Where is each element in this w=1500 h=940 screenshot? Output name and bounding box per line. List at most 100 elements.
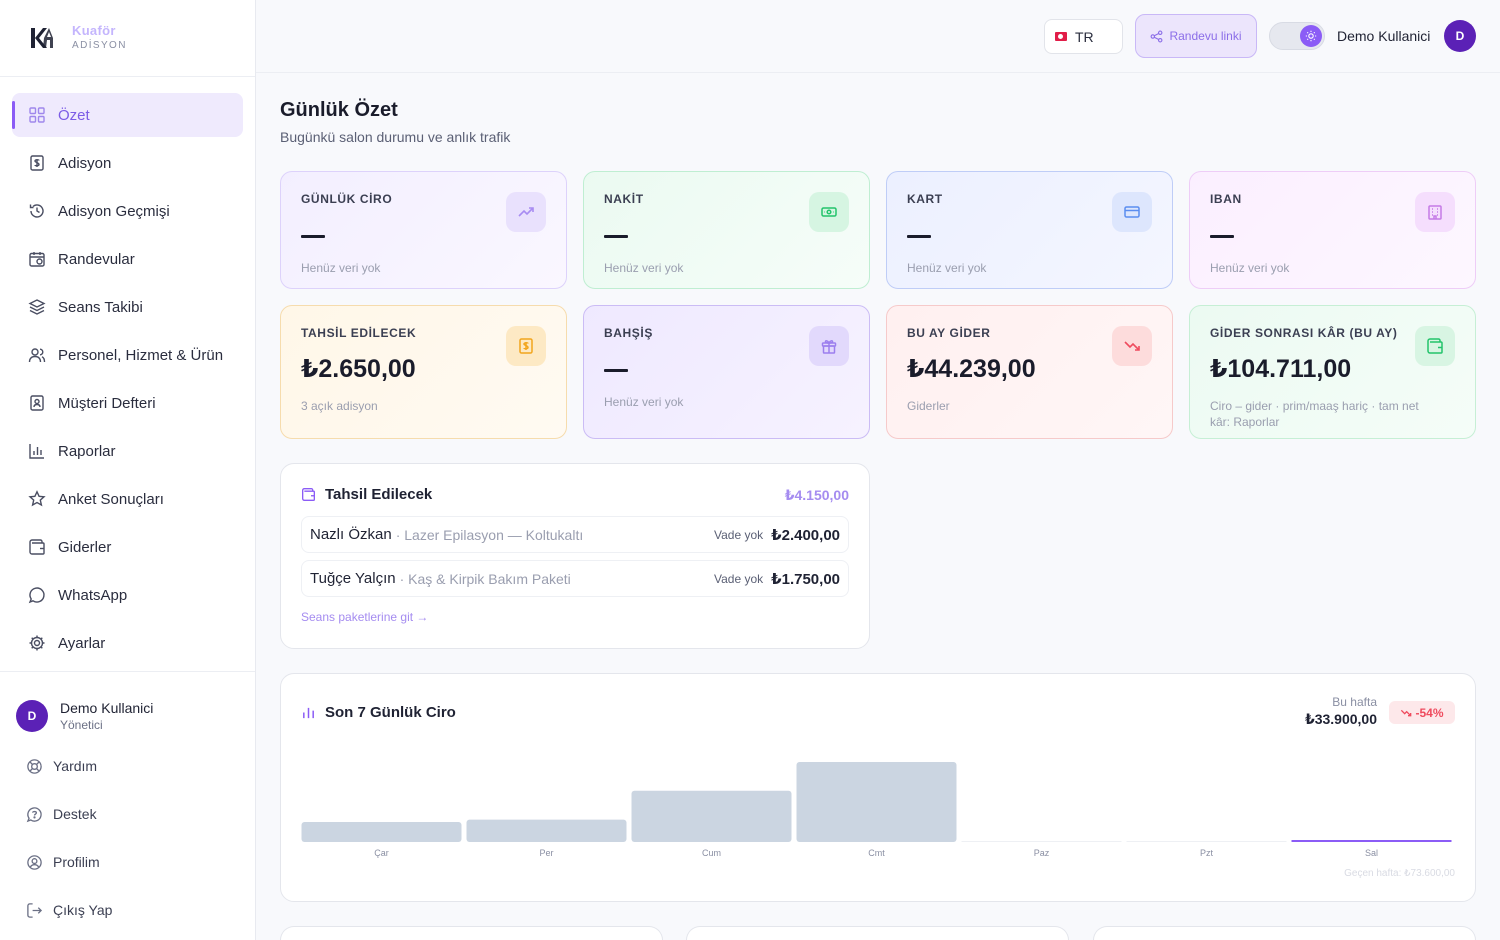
- sidebar-item-label: Raporlar: [58, 442, 116, 460]
- sidebar-item-adisyon[interactable]: Adisyon: [12, 141, 243, 185]
- sidebar-item-yardim[interactable]: Yardım: [0, 742, 255, 790]
- this-week-value: ₺33.900,00: [1304, 711, 1377, 727]
- bank-icon: [1428, 205, 1442, 220]
- sidebar-item-label: Çıkış Yap: [53, 902, 113, 918]
- sidebar-item-personel[interactable]: Personel, Hizmet & Ürün: [12, 333, 243, 377]
- seans-paketleri-link[interactable]: Seans paketlerine git →: [301, 610, 429, 624]
- sidebar-item-giderler[interactable]: Giderler: [12, 525, 243, 569]
- tahsil-edilecek-panel: Tahsil Edilecek ₺4.150,00 Nazlı Özkan · …: [280, 463, 870, 649]
- receipt-icon: [30, 155, 44, 171]
- stat-card-badge: [506, 192, 546, 232]
- stat-card-bahsis[interactable]: BAHŞİŞ Henüz veri yok: [583, 305, 870, 439]
- stat-card-label: BAHŞİŞ: [604, 326, 653, 340]
- stat-card-empty-value: [907, 235, 931, 238]
- stat-card-iban[interactable]: IBAN Henüz veri yok: [1189, 171, 1476, 289]
- stat-card-value: ₺104.711,00: [1210, 355, 1352, 383]
- topbar-user-name[interactable]: Demo Kullanici: [1337, 28, 1431, 44]
- panel-header: Tahsil Edilecek: [301, 486, 432, 503]
- theme-toggle-knob: [1300, 25, 1322, 47]
- lifebuoy-icon: [27, 758, 42, 774]
- brand-name: Kuaför: [72, 23, 116, 38]
- sidebar: Kuaför ADİSYON Özet Adisyon Adisyon Geçm…: [0, 0, 256, 940]
- sidebar-item-seans-takibi[interactable]: Seans Takibi: [12, 285, 243, 329]
- stat-card-nakit[interactable]: NAKİT Henüz veri yok: [583, 171, 870, 289]
- stat-card-gunluk-ciro[interactable]: GÜNLÜK CİRO Henüz veri yok: [280, 171, 567, 289]
- page-title: Günlük Özet: [280, 99, 398, 121]
- stat-card-sub: Henüz veri yok: [1210, 261, 1290, 275]
- layers-icon: [28, 299, 46, 315]
- sidebar-item-ayarlar[interactable]: Ayarlar: [12, 621, 243, 665]
- this-week-label: Bu hafta: [1332, 695, 1377, 709]
- stat-card-badge: [506, 326, 546, 366]
- sidebar-item-label: Giderler: [58, 538, 112, 556]
- chart-bar-Sal: [1291, 840, 1452, 842]
- amount: ₺2.400,00: [771, 526, 840, 544]
- chart-bar-Paz: [961, 841, 1122, 842]
- stat-card-badge: [1415, 326, 1455, 366]
- gear-icon: [29, 635, 45, 651]
- stat-card-sub: Henüz veri yok: [604, 395, 684, 409]
- sidebar-item-label: Destek: [53, 806, 97, 822]
- sidebar-item-label: Anket Sonuçları: [58, 490, 164, 508]
- sidebar-nav: Özet Adisyon Adisyon Geçmişi Randevular …: [0, 77, 255, 665]
- sidebar-item-adisyon-gecmisi[interactable]: Adisyon Geçmişi: [12, 189, 243, 233]
- sidebar-item-randevular[interactable]: Randevular: [12, 237, 243, 281]
- sidebar-item-profilim[interactable]: Profilim: [0, 838, 255, 886]
- sidebar-item-label: Profilim: [53, 854, 100, 870]
- weekly-bar-chart: Çar Per Cum Cmt Paz Pzt Sal: [301, 762, 1452, 858]
- stat-card-gider-sonrasi-kar[interactable]: GİDER SONRASI KÂR (BU AY) ₺104.711,00 Ci…: [1189, 305, 1476, 439]
- stat-card-value: ₺44.239,00: [907, 355, 1036, 383]
- sidebar-item-whatsapp[interactable]: WhatsApp: [12, 573, 243, 617]
- sidebar-item-ozet[interactable]: Özet: [12, 93, 243, 137]
- chart-x-tick-label: Çar: [374, 848, 389, 858]
- wallet-icon: [1427, 338, 1443, 354]
- sidebar-item-cikis[interactable]: Çıkış Yap: [0, 886, 255, 934]
- stat-card-bu-ay-gider[interactable]: BU AY GİDER ₺44.239,00 Giderler: [886, 305, 1173, 439]
- randevu-link-label: Randevu linki: [1169, 29, 1242, 43]
- sidebar-item-raporlar[interactable]: Raporlar: [12, 429, 243, 473]
- stat-card-sub: Henüz veri yok: [604, 261, 684, 275]
- stat-card-kart[interactable]: KART Henüz veri yok: [886, 171, 1173, 289]
- customer-name: Nazlı Özkan: [310, 526, 392, 543]
- bottom-card: [280, 926, 663, 940]
- stat-card-badge: [809, 192, 849, 232]
- stat-card-label: GİDER SONRASI KÂR (BU AY): [1210, 326, 1398, 340]
- stat-card-empty-value: [604, 235, 628, 238]
- list-item[interactable]: Nazlı Özkan · Lazer Epilasyon — Koltukal…: [301, 516, 849, 553]
- avatar: D: [16, 700, 48, 732]
- list-item[interactable]: Tuğçe Yalçın · Kaş & Kirpik Bakım Paketi…: [301, 560, 849, 597]
- randevu-link-button[interactable]: Randevu linki: [1135, 14, 1257, 58]
- sidebar-item-destek[interactable]: Destek: [0, 790, 255, 838]
- panel-header: Son 7 Günlük Ciro: [301, 704, 456, 721]
- language-label: TR: [1075, 28, 1094, 45]
- language-selector[interactable]: TR: [1044, 19, 1123, 54]
- brand[interactable]: Kuaför ADİSYON: [0, 0, 255, 77]
- sidebar-item-musteri-defteri[interactable]: Müşteri Defteri: [12, 381, 243, 425]
- stat-card-empty-value: [301, 235, 325, 238]
- sidebar-item-label: Özet: [58, 106, 90, 124]
- bottom-card: [1093, 926, 1476, 940]
- stat-card-sub: Giderler: [907, 399, 950, 413]
- sidebar-item-label: WhatsApp: [58, 586, 128, 604]
- chart-x-tick-label: Pzt: [1200, 848, 1214, 858]
- chart-x-tick-label: Cum: [702, 848, 721, 858]
- stat-card-sub: Ciro – gider · prim/maaş hariç · tam net…: [1210, 399, 1419, 429]
- theme-toggle[interactable]: [1269, 22, 1325, 50]
- sidebar-user[interactable]: D Demo Kullanici Yönetici: [0, 672, 255, 742]
- calendar-icon: [29, 252, 45, 267]
- amount: ₺1.750,00: [771, 570, 840, 588]
- topbar-avatar[interactable]: D: [1444, 20, 1476, 52]
- sidebar-item-anket[interactable]: Anket Sonuçları: [12, 477, 243, 521]
- sidebar-item-label: Ayarlar: [58, 634, 106, 652]
- sidebar-item-label: Yardım: [53, 758, 98, 774]
- customer-name: Tuğçe Yalçın: [310, 570, 396, 587]
- chart-bar-Cum: [631, 790, 792, 842]
- star-icon: [28, 490, 46, 507]
- history-icon: [29, 204, 44, 218]
- sidebar-item-label: Seans Takibi: [58, 298, 143, 316]
- stat-card-tahsil-edilecek[interactable]: TAHSİL EDİLECEK ₺2.650,00 3 açık adisyon: [280, 305, 567, 439]
- brand-sub: ADİSYON: [72, 40, 127, 51]
- brand-text: Kuaför ADİSYON: [72, 23, 127, 53]
- stat-card-badge: [809, 326, 849, 366]
- trending-down-icon: [1401, 709, 1412, 716]
